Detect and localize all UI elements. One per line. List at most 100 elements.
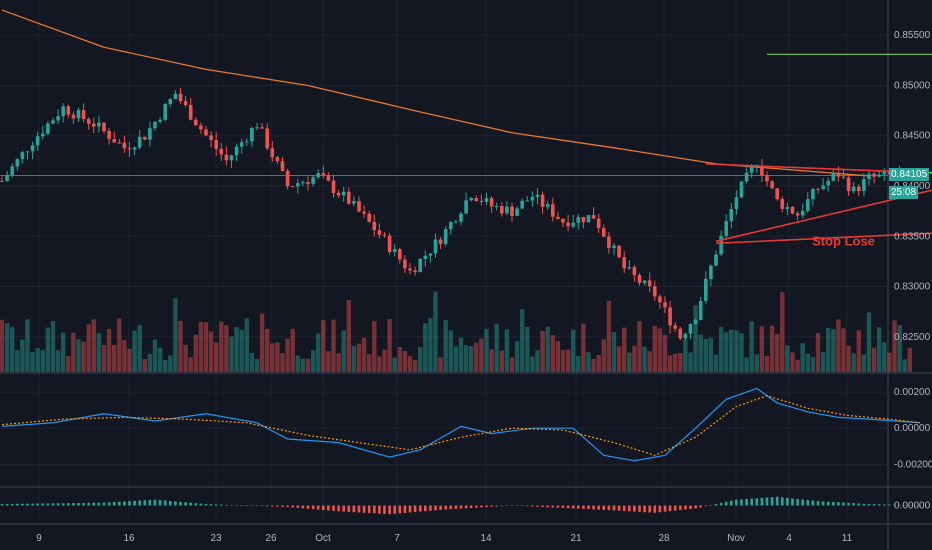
- candle-body: [413, 270, 417, 272]
- candle-body: [505, 206, 509, 214]
- volume-bar: [142, 359, 147, 372]
- volume-bar: [412, 359, 418, 372]
- candle-body: [826, 180, 830, 186]
- histogram-bar: [87, 502, 90, 506]
- histogram-bar: [163, 500, 167, 506]
- stop-loss-line: [715, 232, 932, 245]
- candle-body: [25, 151, 30, 153]
- candle-body: [800, 210, 805, 216]
- volume-bar: [581, 323, 586, 372]
- candle-body: [183, 101, 188, 105]
- volume-bar: [157, 347, 163, 372]
- histogram-bar: [852, 503, 855, 506]
- candle-body: [214, 140, 218, 149]
- histogram-bar: [883, 504, 886, 506]
- histogram-bar: [724, 501, 728, 506]
- candle-body: [392, 249, 397, 253]
- histogram-bar: [61, 503, 65, 506]
- volume-bar: [856, 330, 861, 372]
- volume-bar: [841, 328, 846, 372]
- histogram-bar: [918, 505, 922, 506]
- volume-bar: [326, 351, 331, 372]
- volume-bar: [458, 337, 464, 372]
- histogram-bar: [311, 505, 315, 510]
- volume-bar: [489, 349, 494, 372]
- histogram-bar: [102, 502, 106, 506]
- volume-bar: [907, 347, 912, 372]
- histogram-bar: [622, 505, 626, 512]
- candle-body: [729, 208, 734, 222]
- histogram-bar: [148, 499, 152, 506]
- histogram-bar: [546, 505, 549, 508]
- histogram-bar: [92, 502, 96, 506]
- histogram-bar: [265, 505, 269, 507]
- histogram-bar: [220, 504, 223, 506]
- candle-body: [122, 142, 127, 149]
- histogram-bar: [434, 505, 437, 511]
- candle-body: [673, 325, 677, 329]
- histogram-bar: [153, 499, 157, 506]
- histogram-bar: [689, 505, 692, 509]
- candle-body: [658, 296, 662, 303]
- volume-bar: [50, 321, 56, 372]
- volume-bar: [346, 300, 351, 372]
- volume-bar: [673, 353, 678, 372]
- annotations[interactable]: Take ProfitStop Lose: [705, 23, 932, 248]
- histogram-bar: [199, 503, 203, 506]
- histogram-bar: [602, 505, 606, 510]
- volume-bar: [377, 356, 382, 372]
- volume-bar: [530, 356, 535, 372]
- candle-body: [270, 148, 275, 158]
- histogram-bar: [322, 505, 325, 511]
- histogram-bar: [281, 505, 284, 507]
- histogram-bar: [658, 505, 662, 513]
- histogram-bar: [367, 505, 371, 514]
- candle-body: [71, 114, 76, 119]
- candle-body: [566, 222, 570, 227]
- candle-body: [500, 205, 504, 214]
- candle-body: [688, 323, 693, 334]
- candle-body: [326, 175, 331, 181]
- histogram-bar: [230, 504, 233, 506]
- volume-bar: [106, 329, 112, 372]
- volume-bar: [81, 341, 86, 372]
- candle-body: [443, 229, 448, 245]
- volume-bar: [662, 335, 668, 372]
- volume-bar: [249, 352, 255, 372]
- histogram-bar: [184, 502, 187, 506]
- candle-body: [515, 208, 519, 216]
- candle-body: [556, 216, 560, 219]
- volume-bar: [55, 350, 61, 372]
- volume-bar: [571, 329, 576, 372]
- candle-body: [576, 217, 581, 223]
- histogram-bar: [260, 505, 264, 507]
- volume-bar: [188, 357, 193, 372]
- histogram-bar: [97, 502, 101, 506]
- candle-body: [872, 173, 876, 177]
- histogram-bar: [811, 500, 815, 506]
- volume-bar: [836, 319, 841, 372]
- candle-body: [433, 239, 438, 254]
- time-axis-tick-label: Oct: [315, 533, 331, 544]
- candle-body: [372, 221, 377, 231]
- volume-bar: [586, 352, 591, 372]
- candle-body: [321, 173, 326, 176]
- histogram-bar: [628, 505, 631, 512]
- candle-body: [255, 127, 259, 129]
- candle-body: [234, 146, 239, 156]
- volume-bar: [101, 344, 107, 372]
- candle-body: [224, 154, 229, 161]
- histogram-bar: [296, 505, 300, 508]
- histogram-bar: [123, 501, 126, 506]
- histogram-bar: [842, 502, 845, 506]
- histogram-bar: [179, 501, 182, 506]
- candle-body: [163, 104, 167, 120]
- histogram-bar: [383, 505, 386, 514]
- histogram-bar: [597, 505, 600, 510]
- volume-bar: [871, 347, 877, 372]
- candle-body: [56, 116, 60, 121]
- volume-bar: [744, 357, 749, 372]
- volume-bar: [203, 322, 209, 372]
- volume-bar: [407, 356, 413, 372]
